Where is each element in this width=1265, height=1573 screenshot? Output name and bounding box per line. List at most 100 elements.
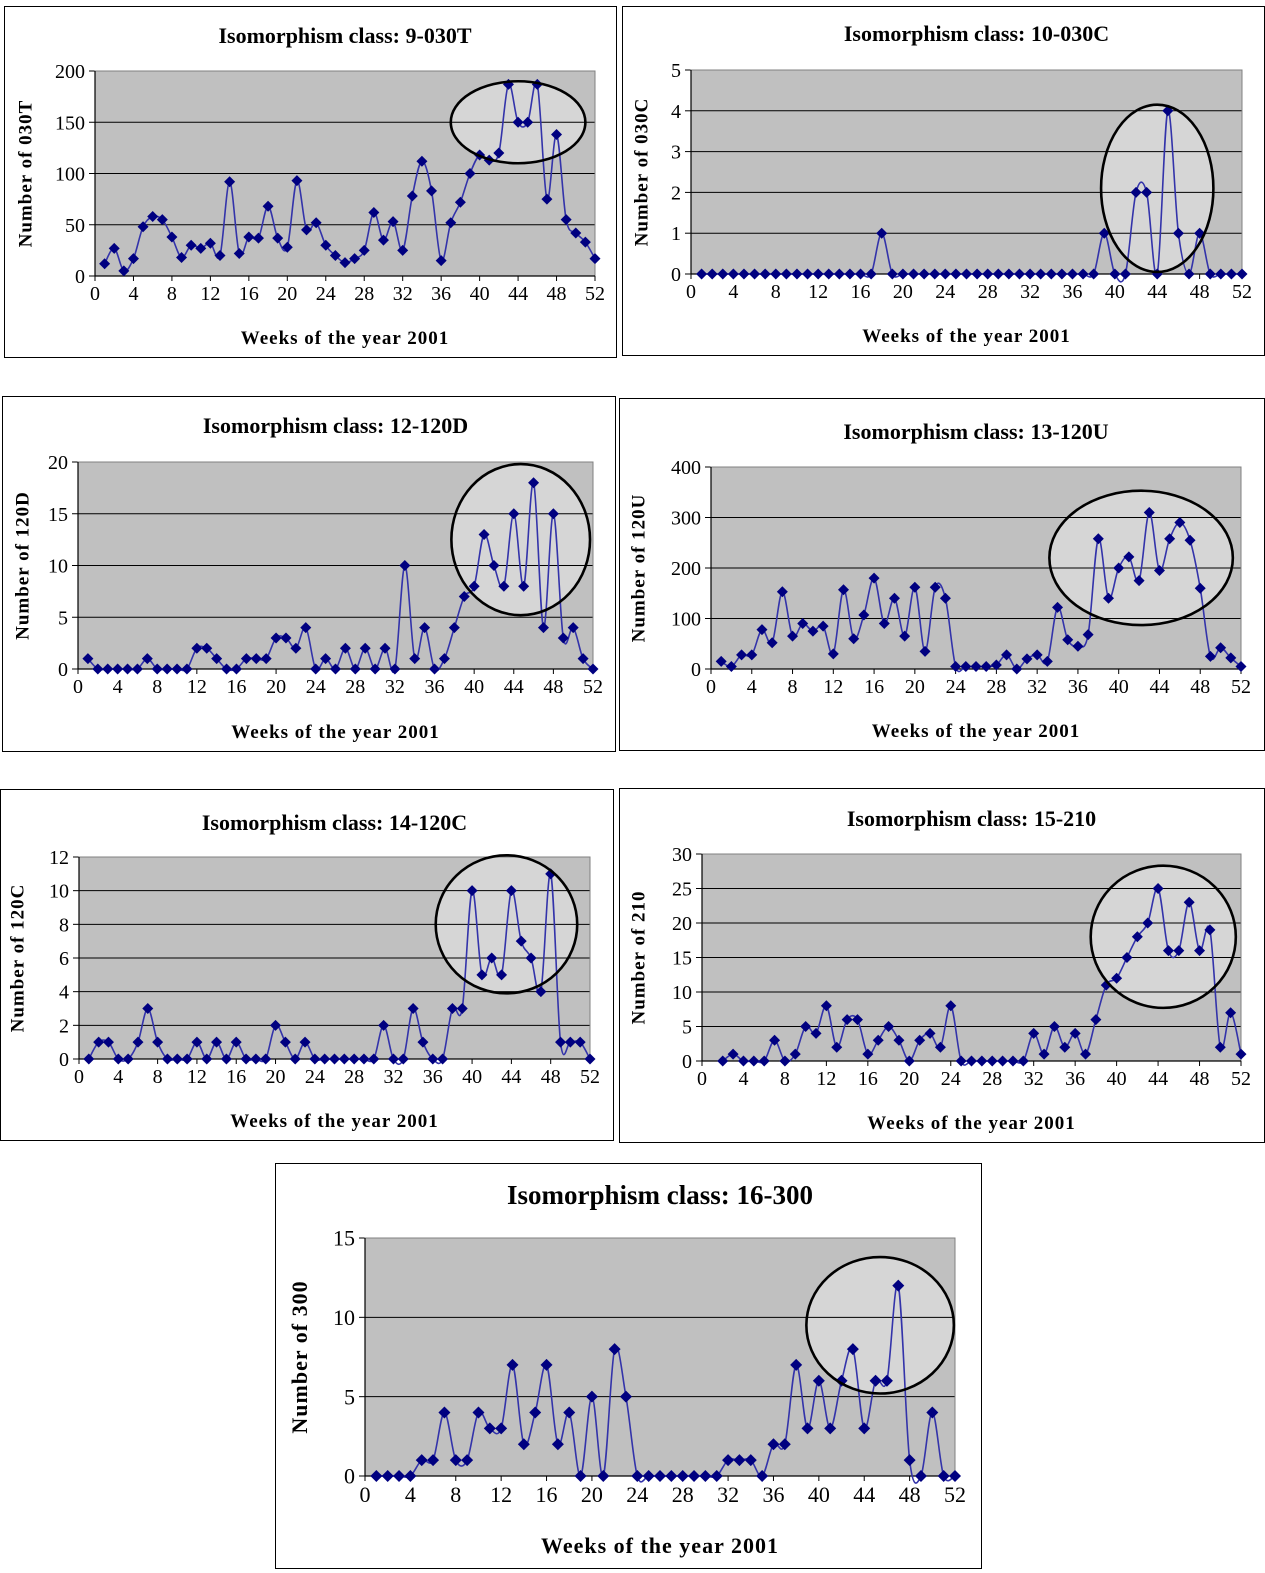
x-tick-label: 32 — [383, 1066, 403, 1088]
x-tick-label: 32 — [385, 676, 405, 698]
data-point — [756, 624, 768, 636]
data-point — [725, 660, 737, 672]
x-tick-label: 36 — [762, 1482, 784, 1507]
x-axis-title: Weeks of the year 2001 — [230, 1111, 438, 1132]
data-point — [541, 193, 553, 205]
x-tick-label: 0 — [74, 1066, 84, 1088]
data-point — [1172, 227, 1184, 239]
x-tick-label: 28 — [344, 1066, 364, 1088]
data-point — [112, 1053, 124, 1065]
data-point — [858, 1422, 871, 1435]
highlight-region-fill — [1101, 104, 1214, 272]
y-tick-label: 30 — [672, 844, 692, 866]
data-point — [99, 258, 111, 270]
y-tick-label: 5 — [671, 60, 681, 82]
highlight-circle — [1099, 103, 1215, 274]
data-point — [508, 508, 520, 520]
data-point — [577, 653, 589, 665]
x-tick-label: 12 — [808, 281, 828, 303]
data-point — [789, 1048, 801, 1060]
data-point — [132, 1036, 144, 1048]
data-point — [574, 1470, 587, 1482]
data-point — [358, 244, 370, 256]
y-tick-label: 200 — [55, 61, 85, 83]
data-point — [427, 1454, 440, 1467]
data-point — [738, 268, 750, 280]
data-point — [1109, 268, 1121, 280]
x-tick-label: 52 — [580, 1066, 600, 1088]
data-point — [1059, 1041, 1071, 1053]
data-point — [359, 642, 371, 654]
data-point — [1038, 1048, 1050, 1060]
data-point — [191, 1036, 203, 1048]
data-point — [339, 257, 351, 269]
data-point — [211, 1036, 223, 1048]
x-tick-label: 40 — [470, 283, 490, 305]
chart-title: Isomorphism class: 10-030C — [844, 21, 1109, 46]
y-tick-label: 0 — [682, 1051, 692, 1073]
x-tick-label: 44 — [508, 283, 528, 305]
data-point — [855, 268, 867, 280]
highlight-region-fill — [806, 1257, 954, 1394]
y-tick-label: 10 — [49, 881, 69, 903]
data-point — [122, 1053, 134, 1065]
data-point — [563, 1406, 576, 1419]
data-point — [300, 622, 312, 634]
data-point — [1183, 896, 1195, 908]
x-tick-label: 8 — [450, 1482, 461, 1507]
data-point — [1225, 268, 1237, 280]
data-point — [102, 663, 114, 675]
data-point — [1142, 917, 1154, 929]
data-point — [437, 1053, 449, 1065]
x-tick-label: 20 — [277, 283, 297, 305]
x-axis-title: Weeks of the year 2001 — [541, 1533, 779, 1558]
data-point — [404, 1470, 417, 1482]
data-point — [1133, 575, 1145, 587]
x-tick-label: 8 — [780, 1068, 790, 1090]
x-tick-label: 28 — [978, 281, 998, 303]
data-point — [939, 592, 951, 604]
data-point — [1028, 1027, 1040, 1039]
x-tick-label: 24 — [946, 676, 966, 698]
data-point — [1153, 565, 1165, 577]
data-point — [496, 969, 508, 981]
data-point — [320, 653, 332, 665]
y-tick-label: 8 — [59, 914, 69, 936]
chart-panel-9-030t: 0 50 100 150 200 0 4 8 12 16 20 24 28 32 36 40 44 48 52 Iso… — [4, 6, 617, 358]
data-point — [93, 1036, 105, 1048]
data-point — [1103, 592, 1114, 604]
data-point — [468, 580, 480, 592]
data-point — [131, 663, 143, 675]
data-point — [976, 1055, 988, 1067]
data-point — [778, 1438, 791, 1451]
data-point — [903, 1454, 916, 1467]
x-tick-label: 40 — [1105, 281, 1125, 303]
chart-title: Isomorphism class: 9-030T — [218, 23, 471, 48]
data-point — [214, 250, 226, 261]
data-point — [515, 935, 527, 947]
data-point — [349, 663, 361, 675]
x-tick-label: 16 — [226, 1066, 246, 1088]
data-point — [960, 660, 972, 672]
x-tick-label: 12 — [187, 676, 207, 698]
data-point — [892, 1279, 905, 1292]
highlight-region-fill — [1090, 865, 1236, 1008]
x-tick-label: 0 — [90, 283, 100, 305]
data-point — [937, 1470, 950, 1482]
data-point — [377, 234, 389, 246]
x-axis-title: Weeks of the year 2001 — [231, 722, 439, 743]
data-point — [493, 147, 505, 159]
data-point — [560, 214, 572, 226]
data-point — [869, 1374, 882, 1387]
data-point — [250, 1053, 262, 1065]
x-tick-label: 0 — [686, 281, 696, 303]
data-point — [579, 236, 591, 248]
x-tick-label: 0 — [697, 1068, 707, 1090]
data-point — [270, 632, 282, 644]
data-point — [1164, 533, 1176, 545]
data-point — [971, 268, 983, 280]
x-tick-label: 20 — [266, 676, 286, 698]
x-tick-label: 8 — [167, 283, 177, 305]
data-point — [746, 649, 758, 661]
